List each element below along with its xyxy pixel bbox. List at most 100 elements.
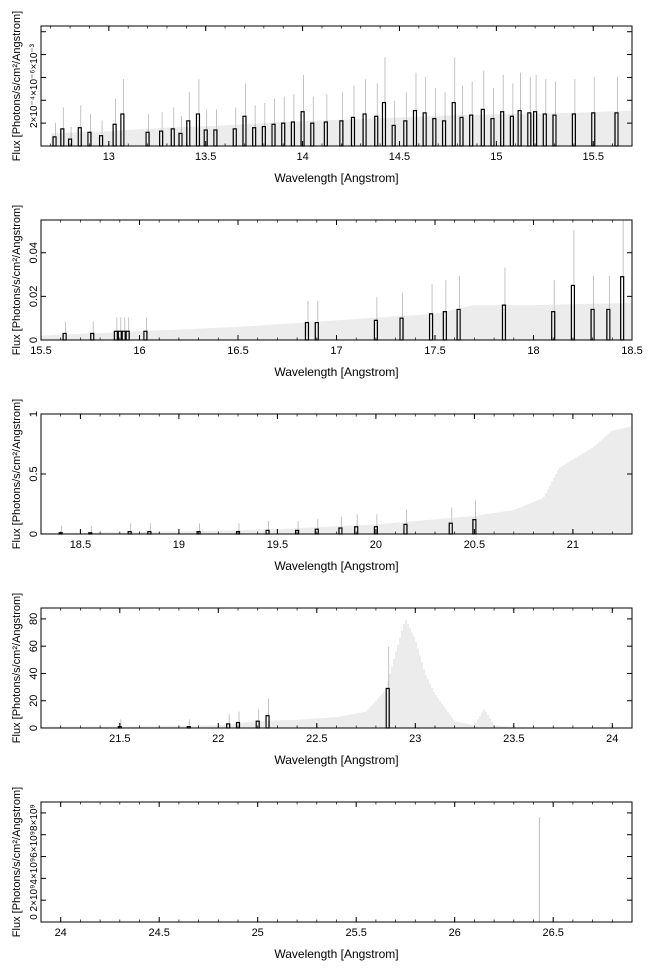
y-axis-title: Flux [Photons/s/cm²/Angstrom] — [11, 11, 23, 161]
x-tick-label: 15.5 — [583, 151, 604, 163]
data-bar — [542, 113, 547, 147]
x-axis-title: Wavelength [Angstrom] — [274, 753, 398, 767]
x-tick-label: 26.5 — [542, 927, 563, 939]
data-bar — [242, 115, 247, 147]
y-tick-label: 60 — [28, 640, 40, 652]
plot-frame — [40, 413, 633, 535]
data-bar — [178, 132, 183, 147]
panel-1: 13 13.5 14 14.5 15 15.5 2×10⁻⁴×10⁻⁶×10⁻³ Wavele… — [11, 11, 633, 185]
y-axis-title: Flux [Photons/s/cm²/Angstrom] — [11, 399, 23, 549]
x-tick-label: 23.5 — [503, 733, 524, 745]
y-axis-title: Flux [Photons/s/cm²/Angstrom] — [11, 205, 23, 355]
model-series — [41, 426, 631, 534]
data-bar — [403, 120, 408, 147]
x-axis-title: Wavelength [Angstrom] — [274, 559, 398, 573]
y-tick-label: 2×10⁻⁴×10⁻⁶×10⁻³ — [29, 43, 40, 128]
data-bar — [362, 113, 367, 147]
data-bar — [480, 108, 485, 147]
x-tick-label: 23 — [409, 733, 421, 745]
y-tick-label: 0.04 — [28, 242, 40, 263]
y-tick-label: 0.02 — [28, 286, 40, 307]
y-tick-label: 0 — [28, 725, 40, 731]
data-bar — [271, 123, 276, 147]
data-bar — [338, 527, 343, 535]
x-tick-label: 22.5 — [306, 733, 327, 745]
x-tick-label: 14 — [296, 151, 308, 163]
model-series — [41, 302, 631, 340]
y-tick-label: 20 — [28, 695, 40, 707]
data-bar — [412, 109, 418, 147]
data-bar — [143, 330, 148, 341]
data-bar — [170, 128, 175, 147]
data-series — [52, 57, 619, 147]
panel-3: 18.5 19 19.5 20 20.5 21 0 0.5 1 Wavelength [Angst… — [11, 399, 633, 573]
x-tick-label: 17.5 — [424, 345, 445, 357]
x-axis-title: Wavelength [Angstrom] — [274, 171, 398, 185]
x-tick-label: 16.5 — [227, 345, 248, 357]
x-tick-label: 14.5 — [389, 151, 410, 163]
data-series — [58, 500, 477, 535]
data-bar — [448, 522, 453, 535]
data-bar — [213, 129, 218, 147]
data-bar — [265, 529, 270, 535]
x-tick-label: 24.5 — [148, 927, 169, 939]
x-tick-label: 15.5 — [30, 345, 51, 357]
x-tick-label: 20.5 — [464, 539, 485, 551]
data-bar — [527, 112, 532, 147]
x-tick-label: 21 — [567, 539, 579, 551]
panel-4: 21.5 22 22.5 23 23.5 24 0 20 40 60 80 Wavelength [A… — [11, 593, 633, 767]
plot-frame — [40, 25, 633, 147]
x-tick-label: 21.5 — [109, 733, 130, 745]
data-bar — [112, 123, 117, 147]
x-tick-label: 18.5 — [621, 345, 642, 357]
data-bar — [52, 136, 57, 147]
x-tick-label: 25.5 — [345, 927, 366, 939]
x-tick-label: 18.5 — [70, 539, 91, 551]
x-tick-label: 17 — [330, 345, 342, 357]
x-tick-label: 24 — [55, 927, 67, 939]
data-bar — [490, 117, 495, 147]
data-bar — [232, 128, 237, 147]
x-tick-label: 19.5 — [267, 539, 288, 551]
data-bar — [265, 715, 270, 729]
data-bar — [62, 332, 67, 341]
y-axis-title: Flux [Photons/s/cm²/Angstrom] — [11, 593, 23, 743]
x-tick-label: 22 — [212, 733, 224, 745]
y-axis-title: Flux [Photons/s/cm²/Angstrom] — [11, 787, 23, 937]
x-tick-label: 26 — [449, 927, 461, 939]
x-tick-label: 15 — [490, 151, 502, 163]
data-bar — [551, 311, 556, 341]
data-bar — [304, 321, 310, 341]
y-tick-label: 0 — [28, 337, 40, 343]
data-bar — [314, 321, 319, 341]
panel-2: 15.5 16 16.5 17 17.5 18 18.5 0 0.02 0.04 Wavelengt… — [11, 205, 643, 379]
data-bar — [403, 523, 408, 535]
y-tick-label: 1 — [28, 411, 40, 417]
x-axis-title: Wavelength [Angstrom] — [274, 947, 398, 961]
data-bar — [570, 284, 576, 341]
y-tick-label: 0 — [28, 531, 40, 537]
data-bar — [469, 114, 474, 147]
x-tick-label: 18 — [527, 345, 539, 357]
data-bar — [614, 112, 619, 147]
data-bar — [98, 135, 104, 147]
plot-frame — [40, 801, 633, 923]
y-tick-label: 80 — [28, 613, 40, 625]
x-tick-label: 20 — [370, 539, 382, 551]
x-tick-label: 13.5 — [195, 151, 216, 163]
data-bar — [552, 114, 557, 147]
data-bar — [350, 116, 356, 147]
data-bar — [456, 308, 461, 341]
x-tick-label: 19 — [173, 539, 185, 551]
x-tick-label: 13 — [103, 151, 115, 163]
data-series — [62, 220, 625, 341]
x-tick-label: 24 — [606, 733, 618, 745]
model-series — [51, 110, 631, 146]
data-bar — [300, 111, 305, 147]
data-bar — [339, 120, 344, 147]
data-bar — [428, 313, 434, 341]
panel-5: 24 24.5 25 25.5 26 26.5 0 2×10⁹4×10⁹6×10⁹8×10⁹… — [11, 787, 633, 961]
x-tick-label: 16 — [133, 345, 145, 357]
y-tick-label: 40 — [28, 667, 40, 679]
data-bar — [290, 121, 296, 147]
